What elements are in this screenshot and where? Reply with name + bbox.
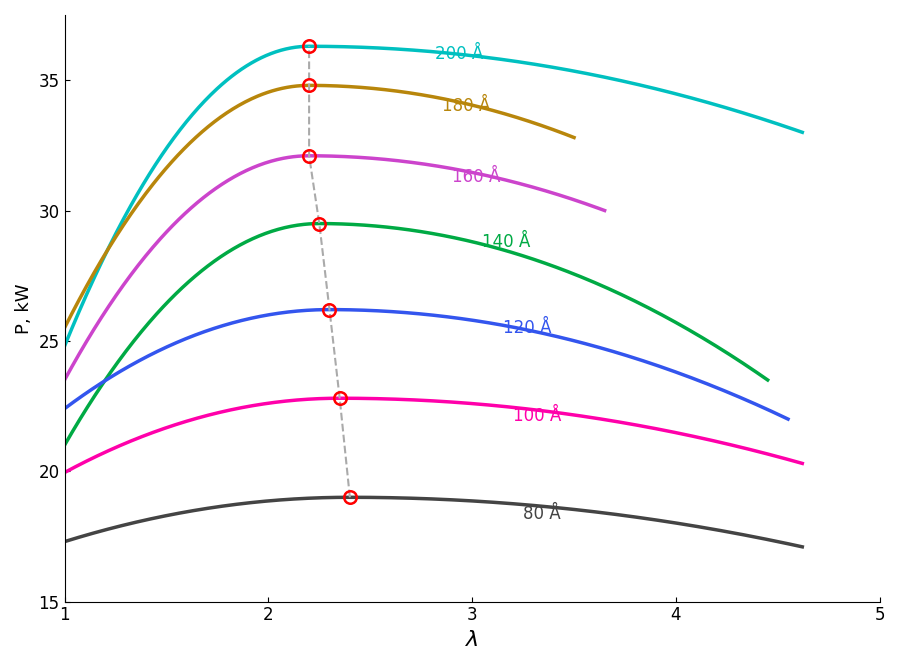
Y-axis label: P, kW: P, kW xyxy=(15,283,33,334)
X-axis label: λ: λ xyxy=(465,630,479,650)
Text: 200 Å: 200 Å xyxy=(436,45,484,63)
Text: 120 Å: 120 Å xyxy=(503,319,551,337)
Text: 100 Å: 100 Å xyxy=(513,408,562,426)
Text: 80 Å: 80 Å xyxy=(523,505,561,523)
Text: 160 Å: 160 Å xyxy=(452,168,500,186)
Text: 140 Å: 140 Å xyxy=(482,233,531,251)
Text: 180 Å: 180 Å xyxy=(442,97,490,115)
